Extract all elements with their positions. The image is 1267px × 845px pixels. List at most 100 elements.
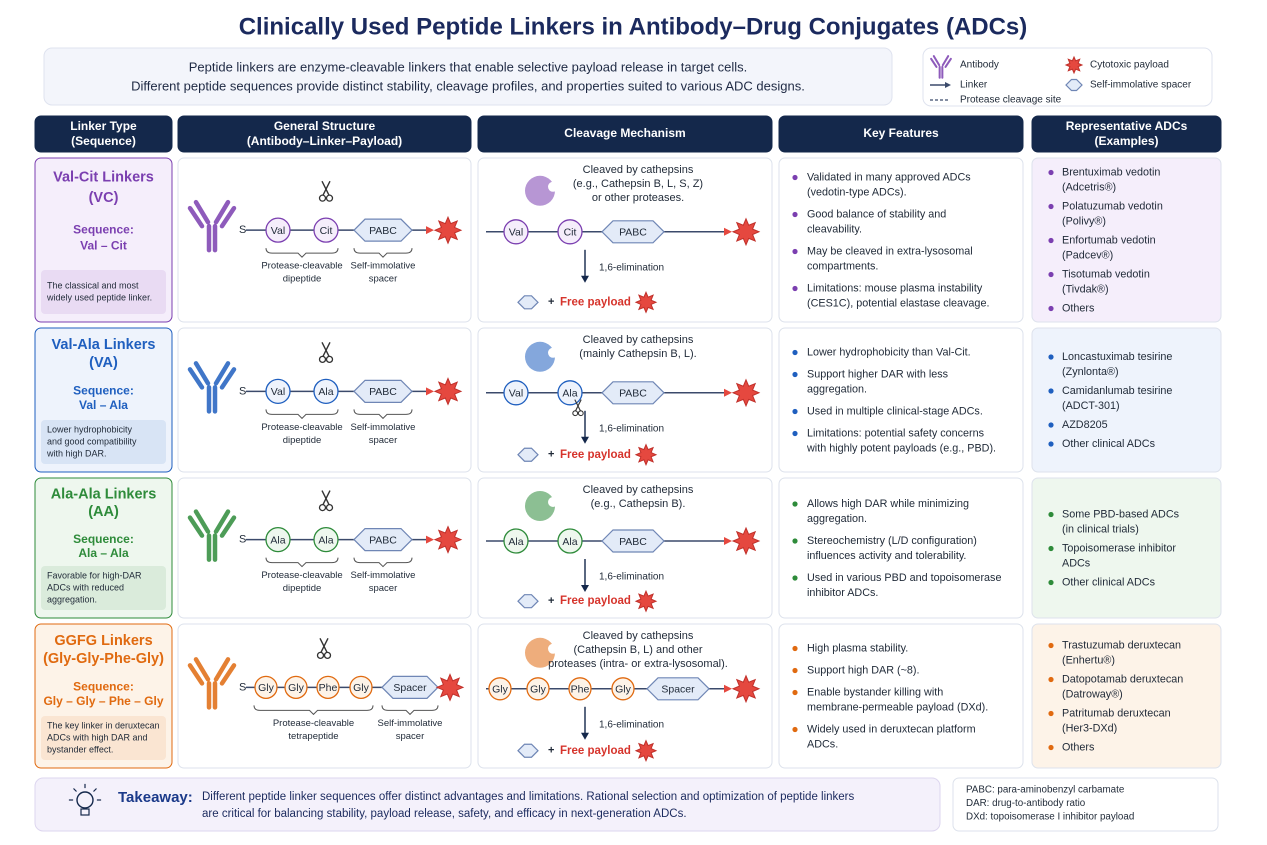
example-text: Enfortumab vedotin [1062,234,1156,246]
payload-icon [634,589,658,613]
bullet [1048,744,1054,751]
header-text: (Examples) [1094,134,1158,148]
example-text: Topoisomerase inhibitor [1062,542,1176,554]
enzyme-notch [548,643,558,654]
scissor-handle [318,355,327,364]
example-text: (Datroway®) [1062,688,1123,700]
column-header [34,115,173,153]
feature-text: Good balance of stability and [807,208,946,220]
antibody-chain [213,657,231,682]
elimination-arrowhead [581,585,589,592]
example-text: (Tivdak®) [1062,283,1109,295]
antibody-chain [219,205,237,229]
attachment-atom: S [239,681,246,693]
spacer-icon [517,447,539,462]
residue [503,380,529,406]
linker-arrow [724,537,732,545]
sequence-label: Sequence: [73,532,134,546]
note-text: The classical and most [47,280,139,290]
linker-name: Val-Ala Linkers [52,337,156,353]
residue [557,219,583,245]
feature-text: Support high DAR (~8). [807,664,920,676]
residue [526,677,550,701]
attachment-atom: S [239,224,246,236]
example-text: Other clinical ADCs [1062,576,1156,588]
takeaway-text: are critical for balancing stability, pa… [202,808,687,820]
brace-label: Protease-cleavable [261,570,342,581]
scissor-blade [574,399,581,412]
scissor-blade [321,342,330,357]
scissors-icon [318,342,334,364]
residue [284,675,308,700]
mechanism-text: (mainly Cathepsin B, L). [579,348,696,360]
scissor-handle [577,410,584,417]
plus-sign: + [548,595,554,607]
brace [265,248,339,258]
bullet [1048,237,1054,244]
linker-name: GGFG Linkers [54,633,152,649]
bulb-base [80,808,90,816]
feature-text: membrane-permeable payload (DXd). [807,701,988,713]
elimination-label: 1,6-elimination [599,572,664,583]
feature-text: Allows high DAR while minimizing [807,498,969,510]
feature-text: influences activity and tolerability. [807,550,966,562]
spacer-label: PABC [369,386,397,398]
scissor-handle [318,503,327,512]
brace-label: spacer [369,435,398,446]
linker-abbr: (VC) [89,190,119,206]
examples-cell [1031,477,1222,619]
elimination-arrowhead [581,732,589,740]
antibody-icon [930,55,952,79]
linker-abbr: (Gly-Gly-Phe-Gly) [43,651,164,667]
residue-label: Ala [270,534,285,546]
bullet [1048,169,1054,176]
brace [353,409,413,420]
note-text: Lower hydrophobicity [47,424,133,434]
residue-label: Gly [258,682,275,694]
payload-icon [731,526,761,556]
legend-label: Linker [960,80,988,91]
example-text: ADCs [1062,557,1091,569]
brace [353,557,413,568]
antibody-icon [187,361,237,414]
note-box [41,566,166,610]
mechanism-text: proteases (intra- or extra-lysosomal). [548,658,728,670]
header-text: Key Features [863,126,939,140]
linker-arrow [426,226,434,235]
attachment-atom: S [239,534,246,546]
examples-cell [1031,327,1222,473]
elimination-label: 1,6-elimination [599,423,664,434]
brace-label: spacer [369,274,398,285]
feature-text: Stereochemistry (L/D configuration) [807,535,977,547]
scissors-icon [318,490,334,512]
features-cell [778,157,1024,323]
residue-label: Gly [288,682,305,694]
mechanism-text: Cleaved by cathepsins [583,630,694,642]
attachment-atom: S [239,385,246,397]
free-payload: Free payload [560,745,631,757]
residue-label: Val [509,227,523,239]
bullet [1048,511,1054,518]
brace-label: Protease-cleavable [273,718,354,729]
antibody-icon [187,199,237,253]
mechanism-text: (e.g., Cathepsin B). [591,498,686,510]
brace-label: Protease-cleavable [261,261,342,272]
antibody-chain [219,367,237,390]
residue [313,526,339,553]
brace-label: Self-immolative [351,261,416,272]
note-text: widely used peptide linker. [46,292,152,302]
legend-label: Self-immolative spacer [1090,80,1192,91]
antibody-chain [213,361,231,386]
feature-text: Used in various PBD and topoisomerase [807,572,1001,584]
feature-text: Validated in many approved ADCs [807,171,971,183]
feature-text: Lower hydrophobicity than Val-Cit. [807,346,971,358]
residue [503,528,529,554]
note-text: with high DAR. [46,448,107,458]
brace [265,409,339,420]
feature-text: cleavability. [807,223,862,235]
antibody-chain [944,57,952,68]
bullet [1048,710,1054,717]
residue-label: Cit [320,225,333,237]
residue [313,217,339,243]
